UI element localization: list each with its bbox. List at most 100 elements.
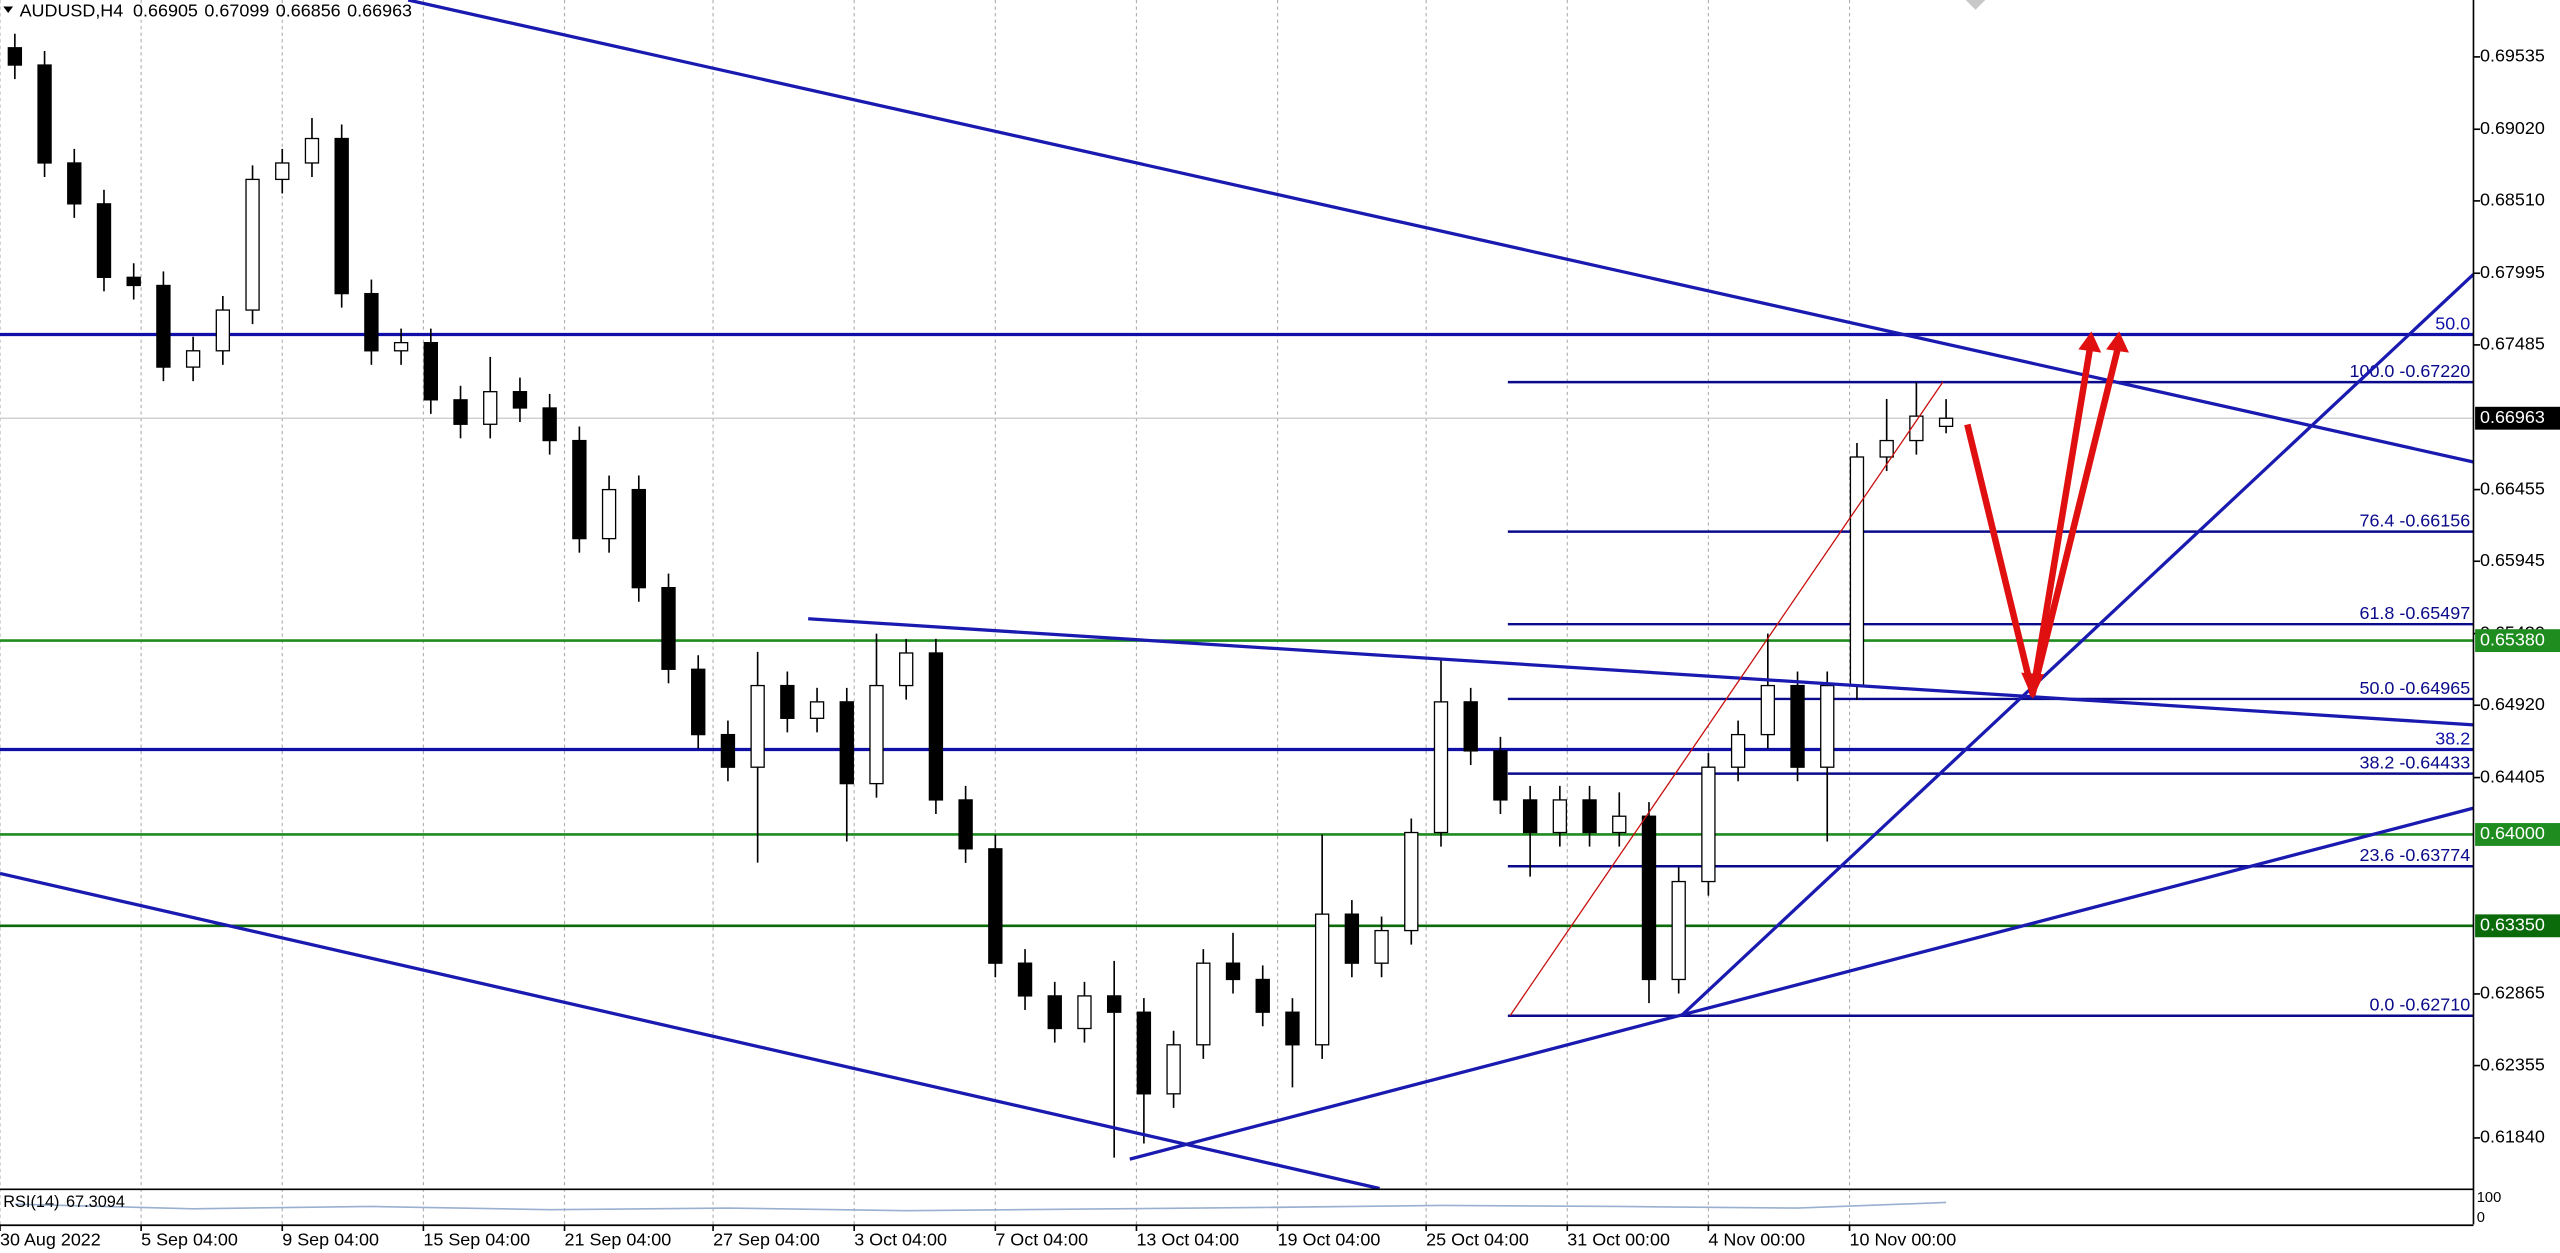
candle-body: [1641, 815, 1657, 981]
candle-body: [96, 203, 112, 278]
arrow-head: [2021, 672, 2045, 699]
candle-body: [1909, 415, 1924, 442]
price-label: 0.63350: [2480, 915, 2545, 935]
candle-body: [245, 178, 260, 311]
x-tick-label: 13 Oct 04:00: [1136, 1229, 1239, 1249]
marker: [1965, 0, 1986, 10]
y-tick-label: 0.69020: [2480, 118, 2545, 138]
candle-body: [958, 799, 973, 850]
close: 0.66963: [347, 0, 412, 20]
candle-body: [1166, 1044, 1181, 1095]
y-tick-label: 0.67995: [2480, 262, 2545, 282]
menu-icon: [3, 6, 14, 14]
x-tick-label: 27 Sep 04:00: [713, 1229, 820, 1249]
candle-body: [661, 587, 676, 670]
candle-body: [453, 399, 468, 425]
current-price-box: [2475, 406, 2560, 430]
candle-body: [601, 488, 617, 540]
fib-label: 61.8 -0.65497: [2359, 603, 2470, 623]
candle-body: [304, 137, 320, 164]
rsi-title: RSI(14) 67.3094: [3, 1194, 125, 1212]
current-price-label: 0.66963: [2480, 407, 2545, 427]
levels: 50.0 38.2 100.0 -0.67220 76.4 -0.66156 61.8 …: [0, 313, 2474, 1017]
rsi-tick-label: 0: [2477, 1210, 2485, 1226]
axes: 30 Aug 2022 5 Sep 04:00 9 Sep 04:00 15 Sep …: [0, 46, 2560, 1249]
x-tick-label: 21 Sep 04:00: [565, 1229, 672, 1249]
grid: [0, 0, 1851, 1225]
candle-body: [780, 684, 795, 719]
candle-body: [1701, 766, 1716, 883]
fib-label: 76.4 -0.66156: [2359, 511, 2470, 531]
y-tick-label: 0.69535: [2480, 46, 2545, 66]
trendlines: [0, 0, 2475, 1191]
candle-body: [1196, 962, 1211, 1046]
candle-body: [1314, 913, 1330, 1046]
candle-body: [1404, 831, 1419, 932]
candle-body: [1374, 929, 1389, 964]
candle-body: [631, 488, 646, 589]
candle-body: [839, 701, 854, 785]
candle-body: [1522, 799, 1538, 834]
level-label: 38.2: [2435, 728, 2470, 748]
candle-body: [1225, 962, 1241, 981]
candle-body: [275, 162, 290, 181]
fib-label: 100.0 -0.67220: [2350, 361, 2471, 381]
fib-label: 38.2 -0.64433: [2359, 753, 2470, 773]
trendline: [808, 617, 2474, 727]
trendline: [1129, 806, 2474, 1161]
candle-body: [423, 341, 438, 401]
candle-body: [393, 341, 409, 352]
y-tick-label: 0.67485: [2480, 334, 2545, 354]
candle-body: [572, 439, 587, 540]
candle-body: [1820, 684, 1835, 768]
price-label: 0.65380: [2480, 629, 2545, 649]
y-tick-label: 0.64405: [2480, 766, 2545, 786]
price-box: [2475, 914, 2560, 938]
symbol: AUDUSD,H4: [20, 0, 124, 20]
candle-body: [1849, 456, 1865, 687]
candle-body: [1106, 995, 1122, 1013]
x-tick-label: 30 Aug 2022: [0, 1229, 101, 1249]
candle-body: [1790, 684, 1805, 768]
candle-body: [1433, 701, 1449, 834]
candle-body: [1463, 701, 1478, 752]
y-tick-label: 0.62865: [2480, 983, 2545, 1003]
candle-body: [720, 733, 736, 768]
candle-body: [1582, 799, 1597, 834]
candle-body: [334, 137, 349, 295]
candle-body: [185, 350, 201, 368]
candle-body: [988, 848, 1003, 964]
candle-body: [928, 652, 944, 801]
arrow-head: [2106, 331, 2129, 353]
candle-body: [1938, 417, 1954, 428]
candle-body: [1344, 913, 1360, 964]
price-label: 0.64000: [2480, 823, 2545, 843]
y-tick-label: 0.61840: [2480, 1127, 2545, 1147]
price-box: [2475, 823, 2560, 846]
candle-body: [215, 309, 231, 352]
y-tick-label: 0.65945: [2480, 550, 2545, 570]
level-label: 50.0: [2435, 313, 2470, 333]
candle-body: [7, 47, 23, 66]
y-tick-label: 0.62355: [2480, 1054, 2545, 1074]
candles: [7, 33, 1954, 1158]
trendline: [407, 0, 2474, 464]
x-tick-label: 31 Oct 00:00: [1567, 1229, 1670, 1249]
candle-body: [1760, 684, 1776, 736]
candle-body: [1255, 978, 1270, 1013]
fib-label: 23.6 -0.63774: [2359, 845, 2470, 865]
candle-body: [1047, 995, 1062, 1030]
candle-body: [37, 64, 52, 164]
x-tick-label: 5 Sep 04:00: [141, 1229, 238, 1249]
y-tick-label: 0.66455: [2480, 478, 2545, 498]
rsi-value: 67.3094: [66, 1194, 125, 1212]
candle-body: [1730, 733, 1746, 768]
fib-baseline: [1509, 381, 1944, 1016]
high: 0.67099: [204, 0, 269, 20]
fib-label: 0.0 -0.62710: [2369, 995, 2470, 1015]
candle-body: [1493, 750, 1508, 801]
candle-body: [67, 162, 82, 205]
